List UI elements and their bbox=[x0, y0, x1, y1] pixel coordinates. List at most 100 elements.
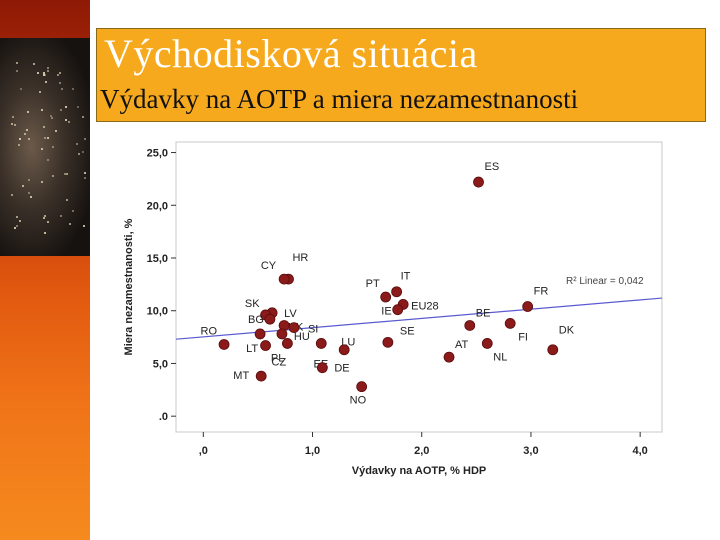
spark bbox=[20, 87, 23, 90]
spark bbox=[27, 191, 30, 194]
spark bbox=[81, 150, 84, 153]
spark bbox=[43, 137, 46, 140]
spark bbox=[51, 175, 54, 178]
spark bbox=[30, 195, 33, 198]
spark bbox=[43, 74, 46, 77]
spark bbox=[26, 128, 29, 131]
data-point-be bbox=[464, 320, 476, 331]
x-tick-label: 2,0 bbox=[414, 445, 429, 457]
spark bbox=[49, 114, 52, 117]
data-point-cy bbox=[278, 273, 290, 285]
point-label-mt: MT bbox=[233, 370, 249, 382]
spark bbox=[77, 105, 80, 108]
spark bbox=[10, 194, 13, 197]
spark bbox=[63, 173, 66, 176]
y-tick-label: 25,0 bbox=[147, 148, 168, 160]
spark bbox=[15, 216, 18, 219]
plot-frame bbox=[175, 141, 663, 433]
spark bbox=[58, 82, 61, 85]
spark bbox=[24, 133, 27, 136]
spark bbox=[13, 227, 16, 230]
spark bbox=[67, 121, 70, 124]
x-tick-label: 1,0 bbox=[305, 445, 320, 457]
slide-subtitle: Výdavky na AOTP a miera nezamestnanosti bbox=[100, 84, 579, 114]
spark bbox=[45, 80, 48, 83]
data-point-es bbox=[473, 176, 484, 188]
spark bbox=[27, 111, 30, 114]
data-point-pl bbox=[281, 338, 293, 349]
spark bbox=[84, 176, 87, 179]
point-label-nl: NL bbox=[493, 351, 507, 363]
spark bbox=[47, 67, 50, 70]
y-tick-label: 10,0 bbox=[147, 306, 168, 318]
spark bbox=[39, 91, 42, 94]
data-point-ee bbox=[338, 344, 350, 356]
point-label-sk: SK bbox=[245, 298, 260, 310]
y-tick-label: 15,0 bbox=[147, 253, 168, 265]
spark bbox=[55, 130, 58, 133]
point-label-ie: IE bbox=[381, 306, 391, 318]
spark bbox=[72, 88, 75, 91]
data-point-pt bbox=[380, 291, 392, 303]
spark bbox=[66, 198, 69, 201]
point-label-hr: HR bbox=[292, 252, 308, 264]
point-label-at: AT bbox=[455, 339, 469, 351]
point-label-no: NO bbox=[350, 395, 367, 407]
spark bbox=[60, 88, 63, 91]
spark bbox=[27, 178, 30, 181]
data-point-no bbox=[356, 381, 368, 393]
data-point-at bbox=[443, 351, 455, 363]
spark bbox=[83, 138, 86, 141]
spark bbox=[82, 224, 85, 227]
point-label-es: ES bbox=[485, 161, 500, 173]
data-point-si bbox=[288, 322, 300, 334]
y-tick-label: 20,0 bbox=[147, 200, 168, 212]
spark bbox=[47, 221, 50, 224]
spark bbox=[21, 185, 24, 188]
spark bbox=[42, 125, 45, 128]
welding-photo bbox=[0, 38, 90, 256]
point-label-lv: LV bbox=[284, 308, 297, 320]
spark bbox=[18, 144, 21, 147]
data-point-bg bbox=[264, 313, 276, 325]
y-tick-label: 5,0 bbox=[153, 358, 168, 370]
spark bbox=[59, 71, 62, 74]
spark bbox=[84, 172, 87, 175]
spark bbox=[11, 116, 14, 119]
spark bbox=[19, 219, 22, 222]
y-tick-label: .0 bbox=[159, 411, 168, 423]
spark bbox=[43, 71, 46, 74]
spark bbox=[56, 73, 59, 76]
data-point-ro bbox=[218, 339, 230, 350]
point-label-pt: PT bbox=[366, 278, 380, 290]
spark bbox=[44, 232, 47, 235]
spark bbox=[41, 147, 44, 150]
spark bbox=[43, 216, 46, 219]
x-tick-label: 4,0 bbox=[633, 445, 648, 457]
chart-background bbox=[110, 130, 674, 488]
spark bbox=[10, 122, 13, 125]
title-box bbox=[96, 28, 706, 122]
scatter-chart: .0 5,0 10,0 15,0 20,0 25,0 ,0 1,0 2,0 3,0 4,0 Výdav… bbox=[110, 130, 674, 488]
data-point-dk bbox=[547, 344, 559, 356]
spark bbox=[76, 142, 79, 145]
x-axis-label: Výdavky na AOTP, % HDP bbox=[352, 465, 487, 477]
spark bbox=[19, 137, 22, 140]
data-point-fr bbox=[522, 301, 534, 312]
spark bbox=[44, 215, 47, 218]
x-tick-label: 3,0 bbox=[523, 445, 538, 457]
data-point-cz bbox=[260, 340, 271, 351]
point-label-fr: FR bbox=[534, 286, 549, 298]
spark bbox=[51, 117, 54, 120]
spark bbox=[15, 224, 18, 227]
spark bbox=[40, 109, 43, 112]
spark bbox=[72, 209, 75, 212]
data-point-fi bbox=[504, 317, 516, 329]
point-label-lt: LT bbox=[246, 343, 258, 355]
spark bbox=[65, 106, 68, 108]
spark bbox=[81, 116, 84, 119]
point-label-dk: DK bbox=[559, 325, 575, 337]
spark bbox=[16, 61, 19, 64]
spark bbox=[16, 70, 19, 73]
spark bbox=[32, 63, 35, 66]
